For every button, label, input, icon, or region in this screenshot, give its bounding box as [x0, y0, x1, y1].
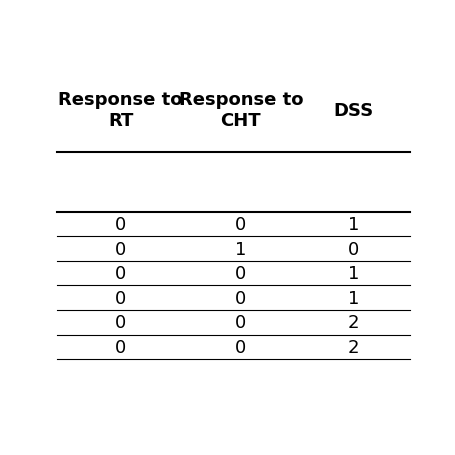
- Text: 2: 2: [347, 313, 359, 332]
- Text: 0: 0: [235, 313, 246, 332]
- Text: 0: 0: [115, 338, 126, 356]
- Text: 2: 2: [347, 338, 359, 356]
- Text: 1: 1: [348, 216, 359, 233]
- Text: 0: 0: [235, 338, 246, 356]
- Text: 0: 0: [115, 216, 126, 233]
- Text: 0: 0: [235, 265, 246, 283]
- Text: Response to
RT: Response to RT: [58, 91, 182, 130]
- Text: 1: 1: [235, 240, 246, 258]
- Text: 0: 0: [115, 289, 126, 307]
- Text: 0: 0: [115, 240, 126, 258]
- Text: 0: 0: [115, 265, 126, 283]
- Text: 0: 0: [235, 216, 246, 233]
- Text: DSS: DSS: [333, 101, 373, 120]
- Text: 0: 0: [348, 240, 359, 258]
- Text: 1: 1: [348, 265, 359, 283]
- Text: 1: 1: [348, 289, 359, 307]
- Text: Response to
CHT: Response to CHT: [178, 91, 303, 130]
- Text: 0: 0: [235, 289, 246, 307]
- Text: 0: 0: [115, 313, 126, 332]
